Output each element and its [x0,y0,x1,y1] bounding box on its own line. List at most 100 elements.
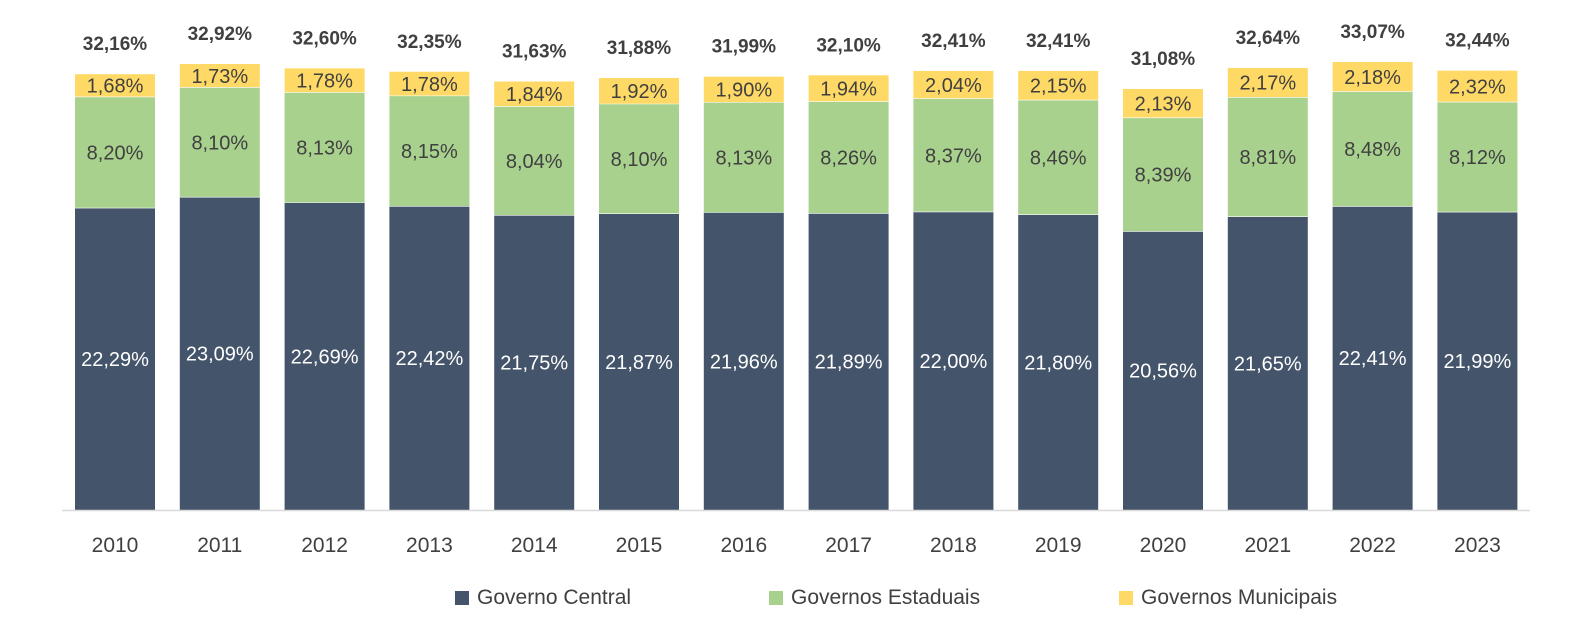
bar-segment-governos-estaduais-2013 [389,95,470,207]
x-tick-label-2013: 2013 [406,534,453,557]
bar-segment-governos-estaduais-2012 [284,92,365,203]
x-tick-label-2017: 2017 [825,534,872,557]
data-label-governo-central-2016: 21,96% [710,351,778,373]
data-label-governo-central-2017: 21,89% [815,352,883,374]
bar-segment-governos-estaduais-2022 [1332,91,1413,207]
data-label-governo-central-2021: 21,65% [1234,353,1302,375]
total-label-2012: 32,60% [292,28,357,49]
data-label-governo-central-2012: 22,69% [291,346,359,368]
data-label-governos-municipais-2020: 2,13% [1135,93,1192,115]
total-label-2011: 32,92% [188,24,253,45]
bar-segment-governo-central-2010 [75,208,155,510]
data-label-governo-central-2010: 22,29% [81,349,149,371]
x-tick-label-2020: 2020 [1140,534,1187,557]
data-label-governos-municipais-2021: 2,17% [1239,73,1296,95]
bar-segment-governo-central-2017 [808,213,889,511]
total-label-2010: 32,16% [83,34,148,55]
total-label-2013: 32,35% [397,32,462,53]
legend-label: Governo Central [477,586,632,609]
bar-segment-governo-central-2023 [1437,212,1518,510]
bar-segment-governo-central-2021 [1227,216,1308,511]
bar-segment-governos-municipais-2015 [599,77,679,104]
data-label-governos-estaduais-2023: 8,12% [1449,147,1506,169]
bar-segment-governos-municipais-2012 [284,68,365,93]
legend-swatch [769,591,783,605]
bar-segment-governos-municipais-2013 [389,71,470,96]
total-label-2022: 33,07% [1340,22,1405,43]
total-label-2016: 31,99% [712,37,777,58]
legend-item-governos-estaduais: Governos Estaduais [769,586,980,610]
bar-segment-governo-central-2013 [389,206,470,511]
data-label-governos-municipais-2022: 2,18% [1344,67,1401,89]
legend-swatch [455,591,469,605]
x-tick-label-2010: 2010 [92,534,139,557]
total-label-2023: 32,44% [1445,31,1510,52]
data-label-governos-estaduais-2012: 8,13% [296,138,353,160]
data-label-governos-municipais-2016: 1,90% [715,80,772,102]
bar-segment-governos-municipais-2021 [1227,67,1308,98]
bar-segment-governos-municipais-2010 [75,74,155,97]
x-tick-label-2022: 2022 [1349,534,1396,557]
data-label-governos-estaduais-2018: 8,37% [925,145,982,167]
data-label-governos-estaduais-2021: 8,81% [1239,147,1296,169]
legend-label: Governos Estaduais [791,586,981,609]
bar-segment-governo-central-2018 [913,211,994,511]
data-label-governos-estaduais-2011: 8,10% [191,132,248,154]
legend-item-governo-central: Governo Central [455,586,631,610]
bar-segment-governo-central-2015 [599,213,679,511]
total-label-2014: 31,63% [502,42,567,63]
bar-segment-governo-central-2016 [703,212,784,510]
data-label-governo-central-2023: 21,99% [1443,351,1511,373]
data-label-governos-municipais-2014: 1,84% [506,84,563,106]
x-tick-label-2018: 2018 [930,534,977,557]
bar-segment-governos-municipais-2016 [703,76,784,103]
data-label-governos-estaduais-2019: 8,46% [1030,147,1087,169]
x-tick-label-2012: 2012 [301,534,348,557]
bar-segment-governos-municipais-2019 [1018,70,1099,101]
x-tick-label-2015: 2015 [616,534,663,557]
total-label-2015: 31,88% [607,38,672,59]
data-label-governos-municipais-2019: 2,15% [1030,76,1087,98]
bar-segment-governos-estaduais-2014 [494,106,575,216]
data-label-governos-municipais-2018: 2,04% [925,75,982,97]
data-label-governos-estaduais-2010: 8,20% [87,142,144,164]
data-label-governo-central-2013: 22,42% [395,348,463,370]
data-label-governo-central-2011: 23,09% [186,344,254,366]
data-label-governos-estaduais-2017: 8,26% [820,148,877,170]
bar-segment-governos-estaduais-2015 [599,103,679,214]
data-label-governos-estaduais-2013: 8,15% [401,141,458,163]
data-label-governo-central-2015: 21,87% [605,352,673,374]
data-label-governos-municipais-2023: 2,32% [1449,76,1506,98]
bar-segment-governos-municipais-2018 [913,70,994,99]
bar-segment-governos-estaduais-2016 [703,102,784,213]
chart-legend: Governo Central Governos Estaduais Governo… [0,586,1579,616]
bar-segment-governos-municipais-2022 [1332,62,1413,92]
bar-segment-governo-central-2011 [179,197,260,510]
bar-segment-governos-estaduais-2017 [808,101,889,214]
data-label-governos-estaduais-2022: 8,48% [1344,139,1401,161]
bar-segment-governo-central-2012 [284,202,365,510]
bar-segment-governos-estaduais-2021 [1227,97,1308,217]
x-tick-label-2021: 2021 [1244,534,1291,557]
bar-segment-governos-estaduais-2020 [1123,117,1203,232]
data-label-governos-municipais-2012: 1,78% [296,70,353,92]
x-tick-label-2019: 2019 [1035,534,1082,557]
data-label-governos-municipais-2015: 1,92% [611,81,668,103]
total-label-2018: 32,41% [921,31,986,52]
data-label-governo-central-2022: 22,41% [1339,348,1407,370]
data-label-governos-estaduais-2014: 8,04% [506,151,563,173]
bar-segment-governos-estaduais-2011 [179,87,260,198]
data-label-governo-central-2014: 21,75% [500,353,568,375]
x-tick-label-2014: 2014 [511,534,558,557]
data-label-governo-central-2020: 20,56% [1129,361,1197,383]
data-label-governos-municipais-2017: 1,94% [820,78,877,100]
total-label-2020: 31,08% [1131,49,1196,70]
data-label-governos-estaduais-2015: 8,10% [611,149,668,171]
x-tick-label-2023: 2023 [1454,534,1501,557]
bar-segment-governos-estaduais-2019 [1018,100,1099,215]
legend-label: Governos Municipais [1141,586,1338,609]
legend-swatch [1119,591,1133,605]
data-label-governo-central-2019: 21,80% [1024,352,1092,374]
bar-segment-governos-municipais-2011 [179,64,260,88]
